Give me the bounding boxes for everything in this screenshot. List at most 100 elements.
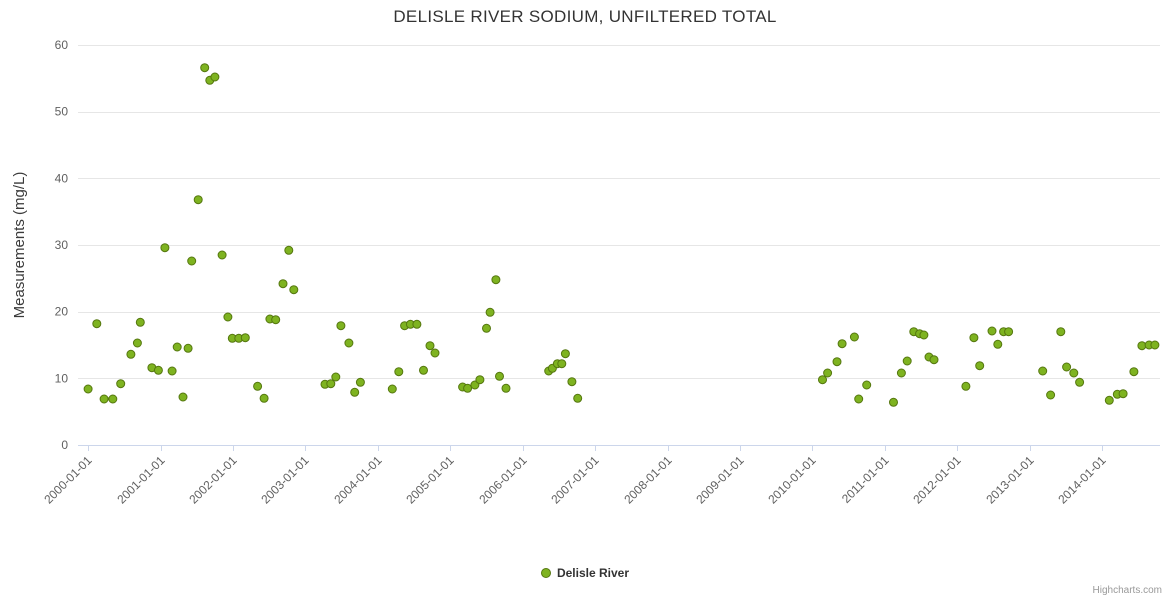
data-point[interactable] [557, 359, 567, 369]
x-tick-label: 2000-01-01 [41, 453, 95, 507]
highcharts-credits-link[interactable]: Highcharts.com [1092, 585, 1162, 596]
data-point[interactable] [837, 339, 847, 349]
data-point[interactable] [425, 341, 435, 351]
data-point[interactable] [350, 387, 360, 397]
data-point[interactable] [463, 383, 473, 393]
data-point[interactable] [854, 394, 864, 404]
data-point[interactable] [1129, 367, 1139, 377]
y-tick-label: 40 [55, 171, 69, 185]
data-point[interactable] [153, 365, 163, 375]
data-point[interactable] [223, 312, 233, 322]
data-point[interactable] [961, 381, 971, 391]
data-point[interactable] [253, 381, 263, 391]
data-point[interactable] [108, 394, 118, 404]
x-tick-label: 2008-01-01 [621, 453, 675, 507]
data-point[interactable] [193, 195, 203, 205]
data-point[interactable] [849, 332, 859, 342]
data-point[interactable] [987, 326, 997, 336]
data-point[interactable] [1062, 362, 1072, 372]
x-tick-label: 2005-01-01 [403, 453, 457, 507]
chart-title: DELISLE RIVER SODIUM, UNFILTERED TOTAL [393, 7, 777, 26]
data-point[interactable] [132, 338, 142, 348]
data-point[interactable] [573, 393, 583, 403]
data-point[interactable] [271, 315, 281, 325]
data-point[interactable] [135, 317, 145, 327]
data-point[interactable] [387, 384, 397, 394]
x-tick-label: 2006-01-01 [476, 453, 530, 507]
x-tick-label: 2003-01-01 [258, 453, 312, 507]
data-point[interactable] [394, 367, 404, 377]
data-point[interactable] [326, 379, 336, 389]
data-point[interactable] [1056, 327, 1066, 337]
data-point[interactable] [167, 366, 177, 376]
data-point[interactable] [1069, 368, 1079, 378]
data-point[interactable] [501, 383, 511, 393]
x-tick-label: 2012-01-01 [910, 453, 964, 507]
data-point[interactable] [862, 380, 872, 390]
data-point[interactable] [975, 361, 985, 371]
data-point[interactable] [419, 365, 428, 375]
data-point[interactable] [832, 357, 842, 367]
data-point[interactable] [1004, 327, 1014, 337]
data-point[interactable] [284, 245, 294, 255]
y-tick-label: 30 [55, 238, 69, 252]
data-point[interactable] [344, 338, 354, 348]
data-point[interactable] [902, 356, 912, 366]
y-axis-title: Measurements (mg/L) [11, 172, 28, 319]
data-point[interactable] [1150, 340, 1160, 350]
y-tick-label: 60 [55, 38, 69, 52]
data-point[interactable] [178, 392, 188, 402]
data-point[interactable] [475, 375, 485, 385]
data-point[interactable] [160, 243, 170, 253]
data-point[interactable] [1038, 366, 1048, 376]
data-point[interactable] [412, 319, 422, 329]
x-tick-label: 2007-01-01 [548, 453, 602, 507]
data-point[interactable] [1075, 377, 1085, 387]
legend-item-delisle-river[interactable]: Delisle River [0, 566, 1170, 580]
data-point[interactable] [560, 349, 570, 359]
data-point[interactable] [99, 394, 109, 404]
data-point[interactable] [969, 333, 979, 343]
x-tick-label: 2004-01-01 [331, 453, 385, 507]
data-point[interactable] [217, 250, 227, 260]
data-point[interactable] [278, 279, 288, 289]
data-point[interactable] [336, 321, 346, 331]
data-point[interactable] [993, 339, 1003, 349]
data-point[interactable] [485, 307, 495, 317]
data-point[interactable] [889, 397, 898, 407]
data-point[interactable] [259, 393, 269, 403]
x-tick-label: 2010-01-01 [765, 453, 819, 507]
data-point[interactable] [92, 319, 102, 329]
data-point[interactable] [210, 72, 220, 82]
x-tick-label: 2002-01-01 [186, 453, 240, 507]
data-point[interactable] [331, 372, 341, 382]
data-point[interactable] [929, 355, 939, 365]
data-point[interactable] [83, 384, 93, 394]
x-tick-label: 2013-01-01 [983, 453, 1037, 507]
data-point[interactable] [495, 371, 504, 381]
data-point[interactable] [491, 275, 501, 285]
data-point[interactable] [187, 256, 197, 266]
data-point[interactable] [183, 343, 193, 353]
x-tick-label: 2014-01-01 [1055, 453, 1109, 507]
data-point[interactable] [896, 368, 906, 378]
data-point[interactable] [289, 285, 299, 295]
data-point[interactable] [172, 342, 182, 352]
data-point[interactable] [200, 63, 210, 73]
data-point[interactable] [430, 348, 440, 358]
data-point[interactable] [116, 379, 126, 389]
data-point[interactable] [482, 323, 491, 333]
data-point[interactable] [1104, 395, 1114, 405]
data-point[interactable] [1046, 390, 1056, 400]
y-tick-label: 20 [55, 305, 69, 319]
data-point[interactable] [823, 368, 833, 378]
data-point[interactable] [240, 333, 250, 343]
data-point[interactable] [567, 377, 577, 387]
data-point[interactable] [1118, 389, 1128, 399]
data-point[interactable] [818, 375, 827, 385]
data-point[interactable] [126, 349, 136, 359]
data-point[interactable] [919, 330, 929, 340]
data-point[interactable] [355, 377, 365, 387]
